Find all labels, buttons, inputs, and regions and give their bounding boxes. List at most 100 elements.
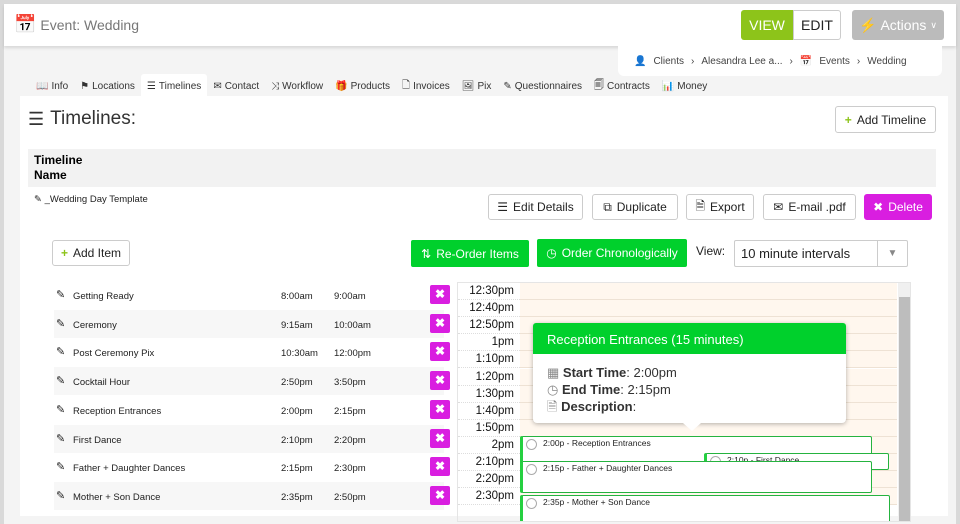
edit-icon[interactable]: ✎: [56, 346, 66, 359]
delete-item-button[interactable]: ✖: [430, 428, 450, 448]
edit-icon[interactable]: ✎: [56, 375, 66, 388]
clock-icon: ◷: [547, 382, 559, 397]
time-slot[interactable]: [520, 283, 897, 301]
chevron-down-icon: ∨: [930, 19, 937, 30]
tab-locations[interactable]: ⚑ Locations: [80, 81, 135, 92]
edit-button[interactable]: EDIT: [793, 10, 841, 40]
scrollbar[interactable]: [898, 283, 910, 521]
tab-workflow[interactable]: ⤨ Workflow: [271, 81, 324, 92]
duplicate-button[interactable]: ⧉ Duplicate: [592, 194, 678, 220]
tab-icon: 📊: [661, 81, 675, 92]
calendar-icon: 📅: [799, 55, 813, 67]
timeline-item-row: ✎ Reception Entrances 2:00pm 2:15pm ✖: [54, 396, 450, 424]
view-button[interactable]: VIEW: [741, 10, 793, 40]
breadcrumb-clients[interactable]: Clients: [653, 55, 685, 67]
timelines-panel: ☰ Timelines: + Add Timeline Timeline Name …: [20, 96, 948, 522]
calendar-event[interactable]: 2:35p - Mother + Son Dance: [520, 495, 890, 521]
clock-icon: [526, 498, 537, 509]
delete-item-button[interactable]: ✖: [430, 457, 450, 477]
timeline-name-link[interactable]: ✎ _Wedding Day Template: [34, 194, 148, 205]
delete-item-button[interactable]: ✖: [430, 342, 450, 362]
export-button[interactable]: 🗎 Export: [686, 194, 754, 220]
time-label: 2pm: [458, 437, 520, 454]
delete-item-button[interactable]: ✖: [430, 371, 450, 391]
tab-icon: ✎: [503, 81, 512, 92]
clock-icon: [526, 464, 537, 475]
calendar-icon: ▦: [547, 365, 560, 380]
breadcrumb: 👤 Clients › Alesandra Lee a... › 📅 Events › W…: [618, 46, 942, 76]
breadcrumb-events[interactable]: Events: [819, 55, 850, 67]
pdf-icon: 🗎: [695, 198, 705, 213]
time-label: 1:30pm: [458, 386, 520, 403]
tab-bar: 📖 Info ⚑ Locations ☰ Timelines ✉ Contact ⤨ Workfl…: [30, 74, 713, 96]
add-timeline-button[interactable]: + Add Timeline: [835, 106, 936, 133]
edit-details-button[interactable]: ☰ Edit Details: [488, 194, 583, 220]
tab-icon: ☰: [146, 81, 156, 92]
tab-icon: 🗋: [402, 80, 411, 91]
tab-icon: 🗐: [594, 80, 605, 91]
delete-item-button[interactable]: ✖: [430, 313, 450, 333]
tab-questionnaires[interactable]: ✎ Questionnaires: [503, 81, 583, 92]
time-slot[interactable]: [520, 300, 897, 318]
calendar-event[interactable]: 2:15p - Father + Daughter Dances: [520, 461, 872, 493]
timeline-item-row: ✎ Post Ceremony Pix 10:30am 12:00pm ✖: [54, 338, 450, 366]
tab-contact[interactable]: ✉ Contact: [213, 81, 260, 92]
delete-item-button[interactable]: ✖: [430, 285, 450, 304]
timeline-item-row: ✎ Ceremony 9:15am 10:00am ✖: [54, 309, 450, 338]
plus-icon: +: [844, 112, 852, 127]
email-pdf-button[interactable]: ✉ E-mail .pdf: [763, 194, 856, 220]
tab-icon: ✉: [213, 81, 222, 92]
tab-invoices[interactable]: 🗋 Invoices: [396, 74, 456, 96]
user-icon: 👤: [634, 55, 647, 67]
add-item-button[interactable]: + Add Item: [52, 240, 130, 266]
edit-icon[interactable]: ✎: [56, 432, 66, 445]
event-tooltip: Reception Entrances (15 minutes) ▦ Start…: [533, 323, 846, 431]
edit-icon[interactable]: ✎: [56, 403, 66, 416]
time-label: 12:30pm: [458, 283, 520, 301]
time-label: 1:40pm: [458, 403, 520, 420]
plus-icon: +: [60, 246, 68, 260]
edit-icon[interactable]: ✎: [56, 289, 66, 301]
time-label: 1:20pm: [458, 369, 520, 386]
app-window: 📅 Event: Wedding VIEW EDIT ⚡ Actions ∨ 👤 Cli…: [4, 4, 956, 524]
tooltip-title: Reception Entrances (15 minutes): [533, 323, 846, 354]
actions-button[interactable]: ⚡ Actions ∨: [852, 10, 944, 40]
tab-pix[interactable]: 🖼 Pix: [461, 81, 492, 92]
list-icon: ☰: [28, 108, 45, 129]
calendar-icon: 📅: [14, 14, 37, 34]
time-label: 2:10pm: [458, 454, 520, 472]
page-title: 📅 Event: Wedding: [14, 14, 140, 34]
tab-icon: 🖼: [461, 81, 475, 92]
order-chronologically-button[interactable]: ◷ Order Chronologically: [537, 239, 687, 267]
breadcrumb-wedding[interactable]: Wedding: [867, 55, 907, 67]
clock-icon: [526, 439, 537, 450]
delete-button[interactable]: ✖ Delete: [864, 194, 932, 220]
edit-icon[interactable]: ✎: [56, 317, 66, 330]
reorder-items-button[interactable]: ⇅ Re-Order Items: [411, 240, 529, 267]
timelines-heading: ☰ Timelines:: [28, 108, 137, 129]
tab-products[interactable]: 🎁 Products: [335, 81, 391, 92]
interval-select[interactable]: 10 minute intervals ▼: [734, 240, 908, 267]
time-label: 12:40pm: [458, 300, 520, 318]
breadcrumb-client[interactable]: Alesandra Lee a...: [701, 55, 783, 67]
delete-item-button[interactable]: ✖: [430, 485, 450, 505]
timeline-item-row: ✎ Mother + Son Dance 2:35pm 2:50pm ✖: [54, 481, 450, 510]
edit-icon[interactable]: ✎: [56, 489, 66, 502]
document-icon: 🗎: [547, 399, 558, 414]
time-label: 12:50pm: [458, 317, 520, 335]
top-bar: 📅 Event: Wedding VIEW EDIT ⚡ Actions ∨: [4, 4, 956, 46]
tab-money[interactable]: 📊 Money: [661, 81, 708, 92]
tab-contracts[interactable]: 🗐 Contracts: [588, 74, 656, 96]
tab-timelines[interactable]: ☰ Timelines: [140, 74, 208, 96]
sort-icon: ⇅: [421, 246, 432, 261]
tab-icon: 🎁: [335, 81, 348, 92]
timeline-item-row: ✎ Cocktail Hour 2:50pm 3:50pm ✖: [54, 367, 450, 396]
tab-icon: ⤨: [271, 81, 280, 92]
tab-info[interactable]: 📖 Info: [36, 81, 69, 92]
chevron-down-icon: ▼: [877, 241, 907, 266]
x-icon: ✖: [873, 200, 884, 214]
edit-icon[interactable]: ✎: [56, 461, 66, 474]
delete-item-button[interactable]: ✖: [430, 399, 450, 419]
view-label: View:: [696, 244, 726, 258]
timeline-item-row: ✎ Father + Daughter Dances 2:15pm 2:30pm ✖: [54, 453, 450, 481]
